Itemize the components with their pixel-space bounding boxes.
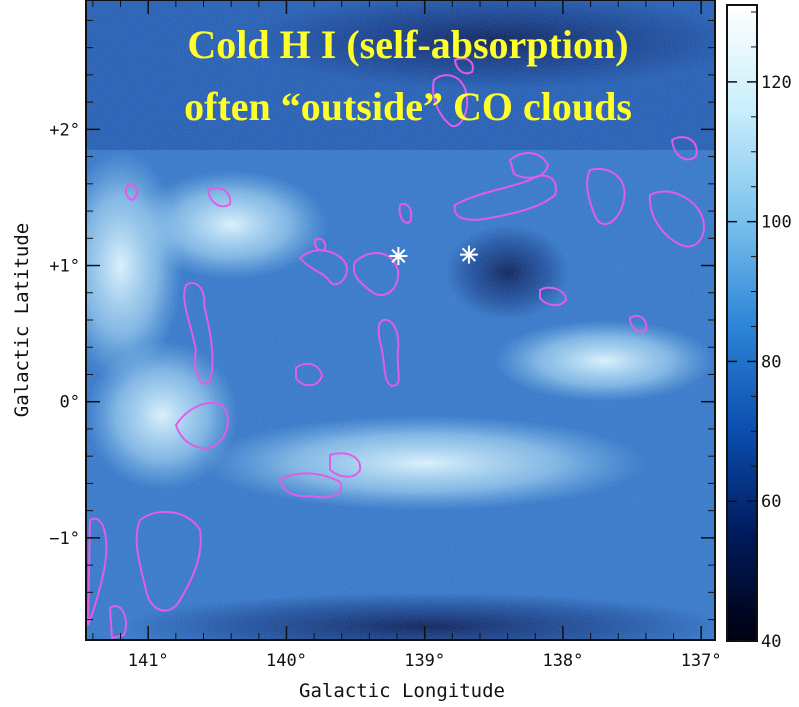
co-contour bbox=[278, 472, 343, 499]
co-contour bbox=[628, 314, 648, 333]
co-contour bbox=[377, 318, 400, 388]
co-contour bbox=[87, 517, 108, 626]
star-marker bbox=[459, 245, 478, 264]
co-contours bbox=[87, 57, 705, 640]
heatmap-area bbox=[86, 0, 715, 640]
co-contour bbox=[508, 152, 550, 179]
star-marker-arm bbox=[461, 247, 477, 262]
star-marker-arm bbox=[391, 248, 406, 264]
co-contour bbox=[135, 510, 202, 612]
colorbar-tick-label: 60 bbox=[761, 492, 781, 512]
colorbar: 120 100 80 60 40 bbox=[726, 4, 792, 652]
co-contour bbox=[352, 252, 400, 297]
co-contour bbox=[206, 186, 232, 208]
x-tick-label: 141° bbox=[128, 651, 169, 671]
colorbar-gradient bbox=[726, 4, 758, 642]
y-tick-label: +1° bbox=[49, 257, 80, 277]
co-contour bbox=[174, 402, 229, 449]
co-contour bbox=[183, 282, 214, 385]
co-contour bbox=[453, 57, 474, 75]
co-contour bbox=[329, 452, 362, 478]
x-tick-label: 139° bbox=[404, 651, 445, 671]
colorbar-tick-label: 120 bbox=[761, 73, 792, 93]
co-contour bbox=[398, 202, 413, 224]
co-contour bbox=[432, 74, 468, 128]
star-markers bbox=[389, 245, 478, 265]
co-contour bbox=[295, 362, 324, 387]
co-contour bbox=[313, 238, 327, 252]
x-axis-ticks: 141° 140° 139° 138° 137° bbox=[92, 0, 722, 671]
x-tick-label: 140° bbox=[266, 651, 307, 671]
y-tick-label: 0° bbox=[60, 393, 80, 413]
x-tick-label: 138° bbox=[542, 651, 583, 671]
y-axis-ticks: +2° +1° 0° −1° bbox=[49, 19, 715, 621]
y-axis-title: Galactic Latitude bbox=[11, 223, 33, 417]
co-contour bbox=[453, 174, 557, 221]
colorbar-tick-label: 40 bbox=[761, 632, 781, 652]
co-contour bbox=[124, 183, 138, 202]
colorbar-tick-label: 100 bbox=[761, 213, 792, 233]
x-axis-title: Galactic Longitude bbox=[299, 680, 505, 702]
y-tick-label: +2° bbox=[49, 120, 80, 140]
overlay-title-line-1: Cold H I (self-absorption) bbox=[187, 22, 628, 67]
co-contour bbox=[539, 286, 568, 306]
co-contour bbox=[586, 167, 626, 225]
colorbar-ticks: 120 100 80 60 40 bbox=[727, 11, 792, 652]
co-contour bbox=[648, 190, 705, 248]
colorbar-tick-label: 80 bbox=[761, 352, 781, 372]
x-tick-label: 137° bbox=[681, 651, 722, 671]
co-contour bbox=[670, 136, 698, 161]
y-tick-label: −1° bbox=[49, 529, 80, 549]
co-contour bbox=[108, 605, 128, 640]
overlay-title-line-2: often “outside” CO clouds bbox=[184, 84, 632, 129]
star-marker bbox=[389, 247, 408, 265]
heatmap-noise-texture bbox=[86, 0, 715, 640]
